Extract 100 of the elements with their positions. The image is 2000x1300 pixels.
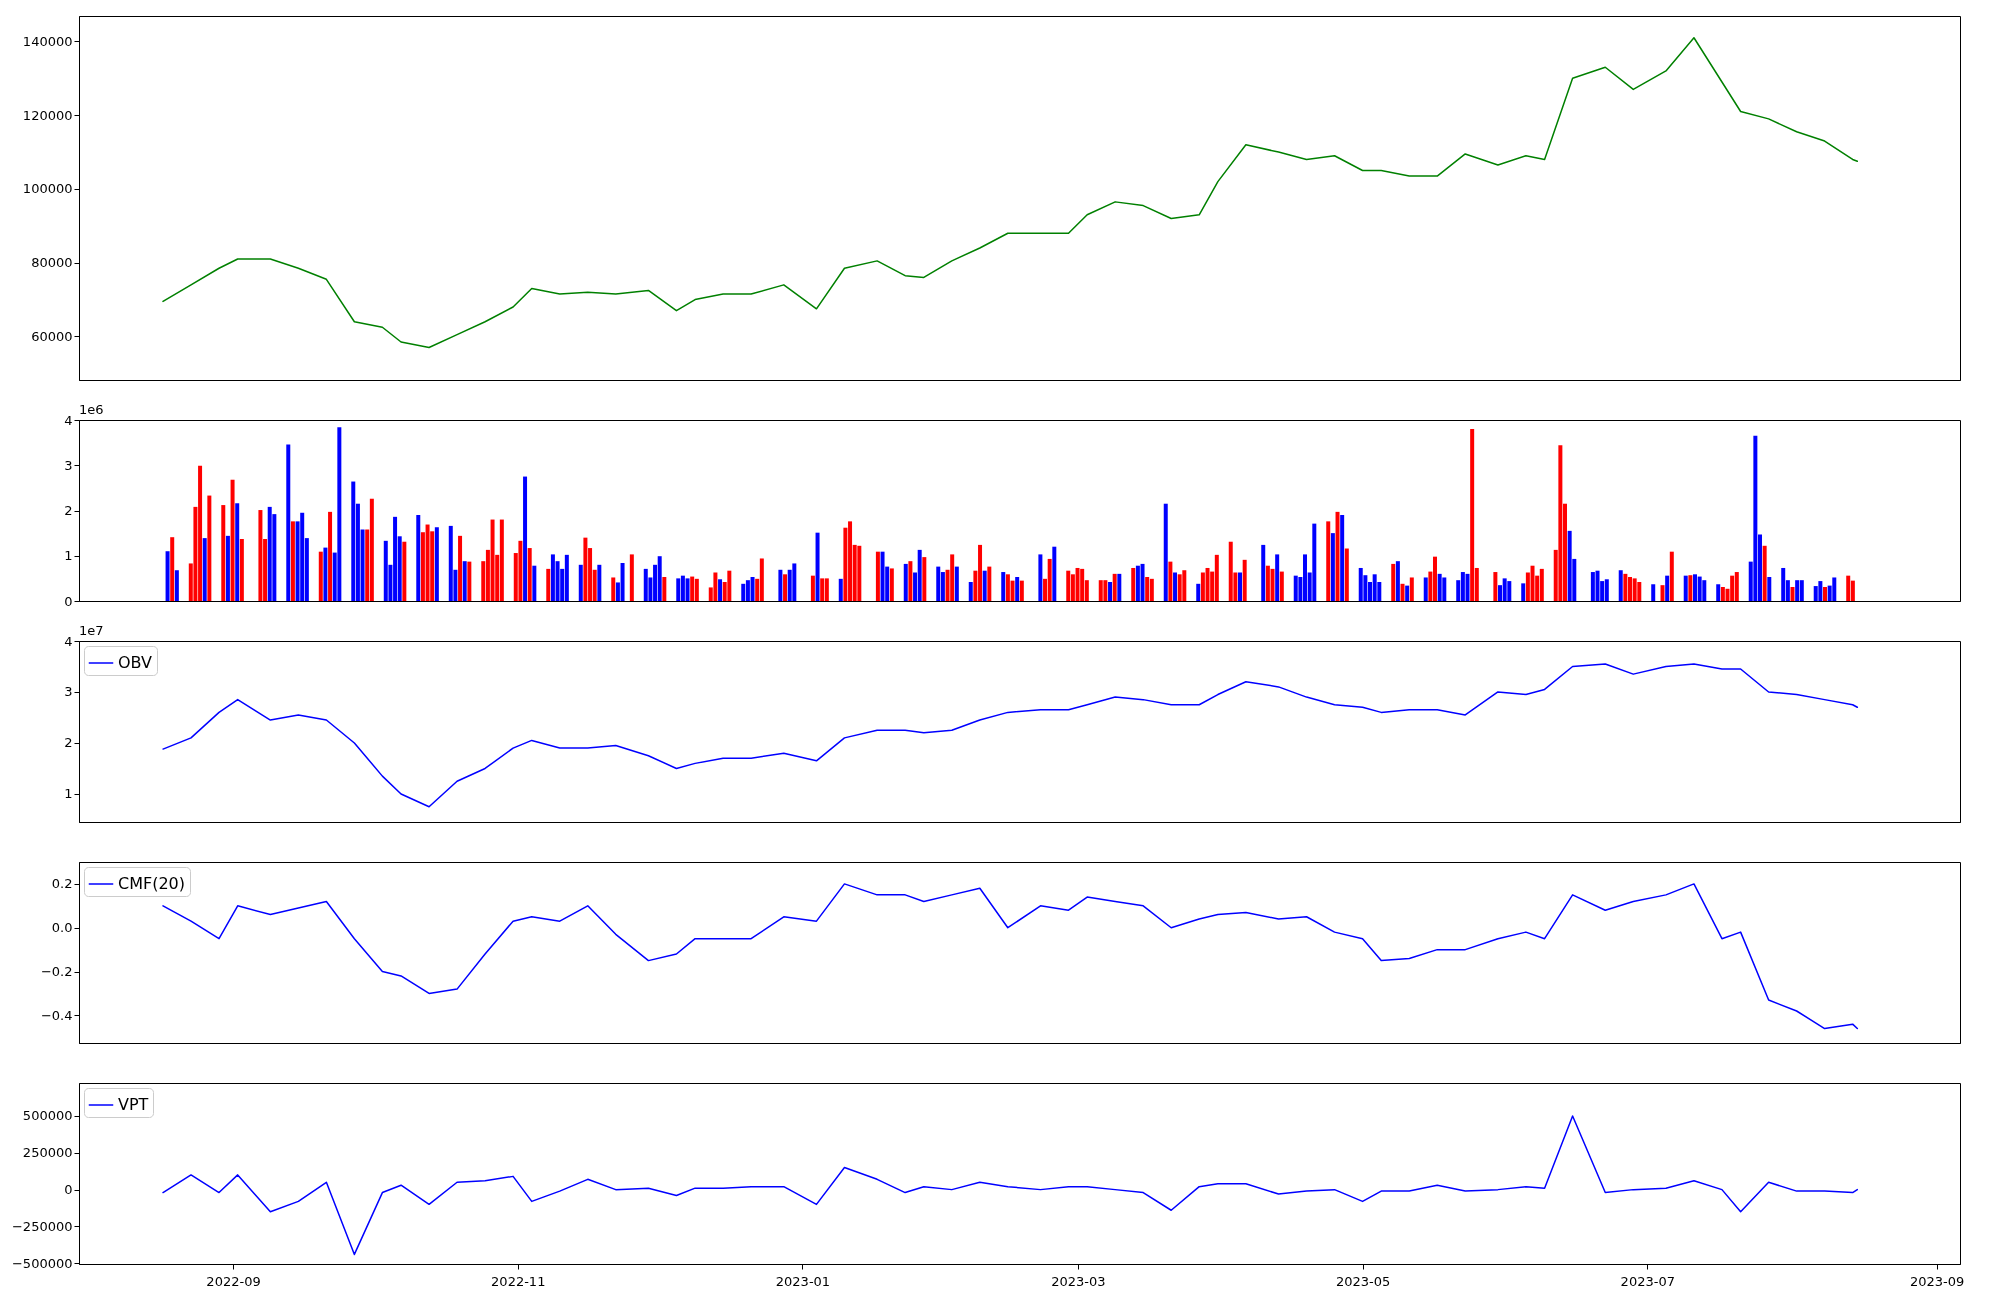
bar — [527, 548, 532, 601]
bar — [954, 566, 959, 601]
bar — [1270, 568, 1275, 601]
bar — [987, 566, 992, 601]
bar — [174, 570, 179, 601]
y-tick-label: 0 — [64, 593, 73, 609]
line-series — [162, 1115, 1859, 1256]
bar — [1637, 582, 1642, 601]
bar — [235, 503, 240, 601]
bar — [741, 583, 746, 601]
bar — [328, 511, 333, 601]
bar — [1075, 567, 1080, 601]
y-tick-label: 100000 — [22, 181, 73, 197]
bar — [936, 566, 941, 601]
bar — [1019, 580, 1024, 601]
bar — [1117, 573, 1122, 601]
bar — [1493, 572, 1498, 601]
bar — [1683, 575, 1688, 601]
y-tick-label: 0 — [64, 1182, 73, 1198]
legend-label: CMF(20) — [118, 874, 186, 893]
bar — [1312, 523, 1317, 601]
bar — [458, 535, 463, 601]
bar — [1697, 576, 1702, 601]
bar — [1015, 577, 1020, 601]
bar — [1372, 574, 1377, 601]
bar — [1618, 570, 1623, 601]
bar — [1238, 572, 1243, 601]
bar — [1539, 568, 1544, 601]
y-tick-label: 2 — [64, 735, 73, 751]
bar — [1330, 533, 1335, 601]
bar — [286, 444, 291, 601]
bar — [318, 551, 323, 601]
bar — [1395, 561, 1400, 601]
bar — [1400, 583, 1405, 601]
bar — [880, 551, 885, 601]
bar — [165, 551, 170, 601]
bar — [1465, 573, 1470, 601]
bar — [239, 539, 244, 601]
bar — [685, 578, 690, 601]
bar — [1173, 572, 1178, 601]
bar — [968, 582, 973, 601]
bar — [1730, 575, 1735, 601]
bar — [337, 427, 342, 601]
bar — [1716, 584, 1721, 601]
bar — [1103, 580, 1108, 601]
bar — [1275, 554, 1280, 601]
bar — [1651, 584, 1656, 601]
bar — [1521, 583, 1526, 601]
bar — [1052, 546, 1057, 601]
bar — [499, 519, 504, 601]
bar — [1405, 585, 1410, 601]
bar — [1168, 561, 1173, 601]
x-tick-label: 2023-05 — [1335, 1273, 1391, 1289]
bar — [629, 554, 634, 601]
bar — [170, 537, 175, 601]
bar — [662, 577, 667, 601]
bar — [490, 519, 495, 601]
bar — [838, 578, 843, 601]
bar — [1326, 521, 1331, 601]
bar — [713, 572, 718, 601]
y-tick-label: 1 — [64, 548, 73, 564]
bar — [820, 578, 825, 601]
y-tick-label: −250000 — [11, 1218, 73, 1234]
bar — [532, 565, 537, 601]
bar — [1502, 578, 1507, 601]
y-tick-label: −0.2 — [40, 964, 73, 980]
bar — [416, 515, 421, 601]
y-tick-label: 0.2 — [51, 876, 73, 892]
bar — [1623, 573, 1628, 601]
bar — [1177, 574, 1182, 601]
bar — [815, 532, 820, 601]
bar — [792, 563, 797, 601]
bar — [1795, 580, 1800, 601]
y-tick-label: −0.4 — [40, 1007, 73, 1023]
bar — [1688, 575, 1693, 601]
bar — [750, 577, 755, 601]
bar — [1098, 580, 1103, 601]
y-tick-label: 120000 — [22, 107, 73, 123]
bar — [462, 561, 467, 601]
bar — [597, 564, 602, 601]
bar — [759, 558, 764, 601]
bar — [1001, 572, 1006, 601]
bar — [1214, 554, 1219, 601]
bar — [383, 540, 388, 601]
bar — [1131, 567, 1136, 601]
bar — [1205, 567, 1210, 601]
bar — [1261, 544, 1266, 601]
bar — [1140, 563, 1145, 601]
x-tick-label: 2022-09 — [206, 1273, 261, 1289]
y-tick-label: 60000 — [31, 328, 73, 344]
bar — [620, 562, 625, 601]
bar — [903, 563, 908, 601]
bar — [1149, 578, 1154, 601]
y-tick-label: 140000 — [22, 33, 73, 49]
bar — [1182, 570, 1187, 601]
bar — [1818, 581, 1823, 601]
legend-label: VPT — [118, 1095, 149, 1114]
bar — [1409, 577, 1414, 601]
bar — [917, 549, 922, 601]
bar — [221, 505, 226, 601]
